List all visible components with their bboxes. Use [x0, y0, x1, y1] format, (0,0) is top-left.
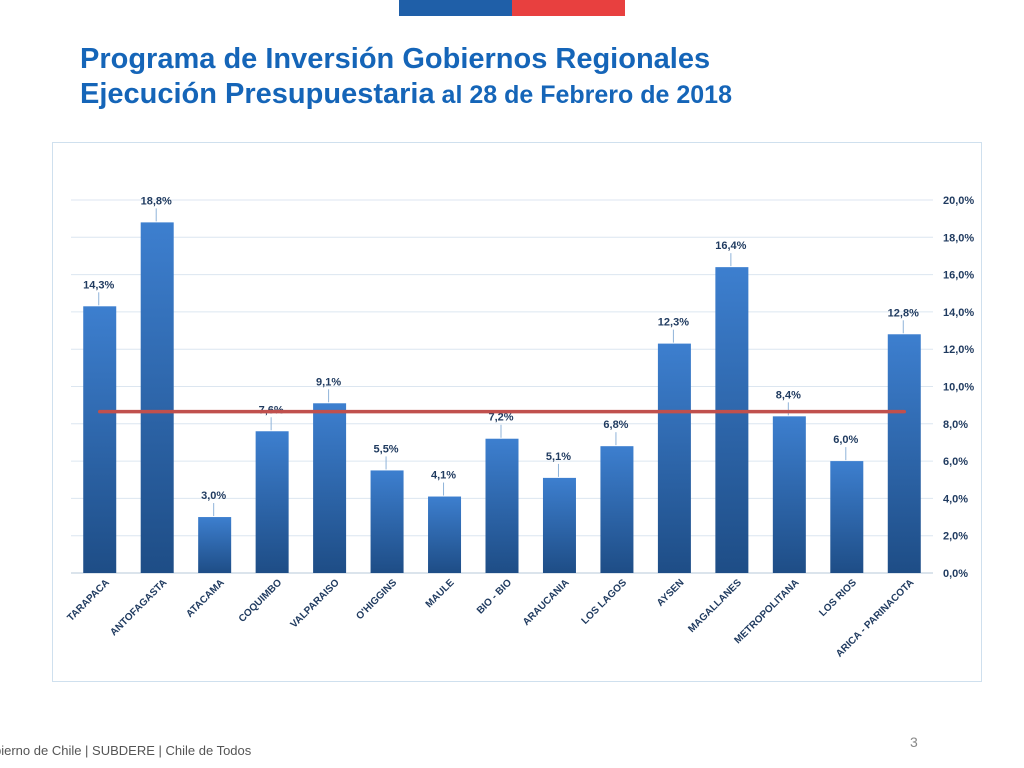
category-label: MAGALLANES	[686, 577, 744, 635]
flag-stripe-red	[512, 0, 625, 16]
flag-stripe-blue	[399, 0, 512, 16]
category-label: AYSEN	[655, 577, 686, 608]
data-label: 12,3%	[658, 317, 689, 329]
title-line-1: Programa de Inversión Gobiernos Regional…	[80, 43, 711, 75]
category-label: ARAUCANIA	[521, 577, 572, 628]
bar	[657, 343, 691, 573]
category-label: METROPOLITANA	[733, 577, 802, 646]
y-tick-label: 14,0%	[943, 307, 974, 319]
data-label: 6,8%	[603, 419, 628, 431]
footer-text: bierno de Chile | SUBDERE | Chile de Tod…	[0, 743, 252, 758]
data-label: 4,1%	[431, 470, 456, 482]
y-tick-label: 12,0%	[943, 344, 974, 356]
category-label: TARAPACA	[65, 577, 111, 623]
bar	[313, 403, 347, 573]
data-label: 14,3%	[83, 279, 114, 291]
title-line-2-main: Ejecución Presupuestaria	[80, 78, 435, 110]
data-label: 18,8%	[141, 195, 172, 207]
title-line-2-rest: al 28 de Febrero de 2018	[434, 81, 732, 109]
category-label: O'HIGGINS	[354, 577, 399, 622]
data-label: 5,1%	[546, 451, 571, 463]
y-tick-label: 0,0%	[943, 568, 968, 580]
bar	[542, 477, 576, 573]
category-label: ATACAMA	[184, 577, 226, 619]
data-label: 12,8%	[888, 307, 919, 319]
category-label: BIO - BIO	[475, 577, 514, 616]
bar	[198, 517, 232, 573]
bar	[485, 438, 519, 573]
y-tick-label: 10,0%	[943, 382, 974, 394]
bar	[830, 461, 864, 573]
bar	[255, 431, 289, 573]
data-label: 7,2%	[488, 412, 513, 424]
data-label: 3,0%	[201, 490, 226, 502]
bar	[370, 470, 404, 573]
y-tick-label: 8,0%	[943, 419, 968, 431]
bar	[83, 306, 117, 573]
bar	[715, 267, 749, 573]
page-number: 3	[910, 734, 918, 750]
bar	[140, 222, 174, 573]
data-label: 9,1%	[316, 376, 341, 388]
category-label: MAULE	[424, 577, 457, 610]
category-label: LOS RIOS	[817, 577, 859, 619]
page-title: Programa de Inversión Gobiernos Regional…	[80, 42, 732, 113]
y-tick-label: 16,0%	[943, 270, 974, 282]
y-tick-label: 6,0%	[943, 456, 968, 468]
bar	[772, 416, 806, 573]
category-label: COQUIMBO	[237, 577, 285, 625]
category-label: LOS LAGOS	[580, 577, 630, 627]
data-label: 16,4%	[715, 240, 746, 252]
data-label: 8,4%	[776, 389, 801, 401]
y-tick-label: 18,0%	[943, 232, 974, 244]
chart-frame: 0,0% 2,0% 4,0% 6,0% 8,0% 10,0% 12,0% 14,0% 16,0%…	[52, 142, 982, 682]
y-tick-label: 4,0%	[943, 493, 968, 505]
bar	[600, 446, 634, 573]
category-label: ANTOFAGASTA	[108, 577, 169, 638]
data-label: 6,0%	[833, 434, 858, 446]
bar	[887, 334, 921, 573]
y-tick-label: 2,0%	[943, 531, 968, 543]
data-label: 5,5%	[374, 443, 399, 455]
bar	[428, 496, 462, 573]
category-label: VALPARAISO	[289, 577, 342, 630]
y-tick-label: 20,0%	[943, 195, 974, 207]
bar-chart: 0,0% 2,0% 4,0% 6,0% 8,0% 10,0% 12,0% 14,0% 16,0%…	[65, 195, 974, 660]
